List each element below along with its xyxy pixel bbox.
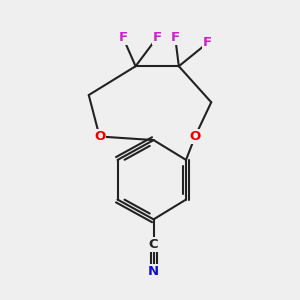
Text: F: F (203, 36, 212, 49)
Text: F: F (153, 31, 162, 44)
Text: F: F (118, 31, 127, 44)
Text: O: O (189, 130, 201, 143)
Text: C: C (149, 238, 158, 251)
Text: O: O (94, 130, 105, 143)
Text: N: N (148, 265, 159, 278)
Text: F: F (171, 31, 180, 44)
